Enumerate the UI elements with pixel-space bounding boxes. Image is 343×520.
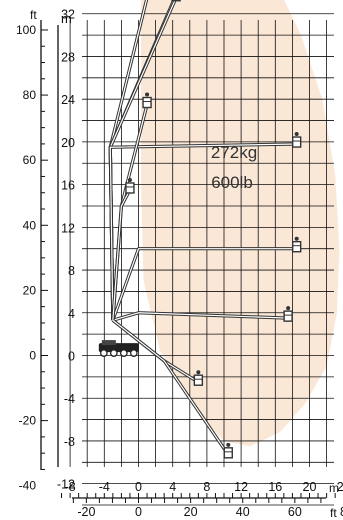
operator-icon bbox=[294, 132, 299, 137]
basket-icon bbox=[291, 136, 302, 148]
basket-icon bbox=[291, 240, 302, 253]
wheel-icon bbox=[109, 349, 118, 357]
working-envelope-layer bbox=[141, 0, 340, 447]
left-outer-unit-label: ft bbox=[30, 8, 37, 22]
operator-icon bbox=[145, 92, 150, 97]
x-tick-label-ft: 20 bbox=[184, 505, 198, 519]
x-tick-label-m: 12 bbox=[234, 480, 248, 494]
y-tick-label-m: 32 bbox=[61, 8, 75, 22]
y-tick-label-m: 24 bbox=[61, 93, 75, 107]
wheel-icon bbox=[129, 349, 138, 357]
x-tick-label-ft: -20 bbox=[77, 505, 95, 519]
operator-icon bbox=[294, 236, 299, 241]
x-tick-label-ft: 60 bbox=[288, 505, 302, 519]
boom-arm-highlight bbox=[109, 143, 297, 321]
basket-icon bbox=[125, 182, 135, 194]
y-tick-label-m: -12 bbox=[57, 478, 75, 492]
grid-layer bbox=[69, 13, 334, 506]
basket-icon bbox=[171, 0, 181, 2]
x-tick-label-m: 16 bbox=[268, 480, 282, 494]
boom-layer bbox=[98, 0, 302, 459]
load-capacity-lb: 600lb bbox=[211, 173, 253, 192]
boom-arm-highlight bbox=[112, 189, 131, 321]
y-tick-label-m: 4 bbox=[68, 307, 75, 321]
wheel-icon bbox=[119, 349, 128, 357]
x-tick-label-ft: 80 bbox=[340, 505, 343, 519]
x-tick-label-m: 0 bbox=[135, 480, 142, 494]
y-tick-label-ft: -20 bbox=[19, 414, 37, 428]
y-tick-label-ft: 100 bbox=[16, 23, 36, 37]
axis-layer: 140120100806040200-20-404440363228242016… bbox=[16, 8, 343, 519]
x-tick-label-ft: 40 bbox=[236, 505, 250, 519]
boom-position-4 bbox=[108, 132, 302, 321]
basket-icon bbox=[223, 447, 233, 459]
working-envelope-area bbox=[141, 0, 340, 447]
x-tick-label-m: 24 bbox=[337, 480, 343, 494]
y-tick-label-m: -4 bbox=[64, 392, 75, 406]
x-tick-label-ft: 0 bbox=[135, 505, 142, 519]
boom-arm-highlight bbox=[112, 312, 289, 321]
y-tick-label-ft: -40 bbox=[19, 479, 37, 493]
x-tick-label-m: 8 bbox=[203, 480, 210, 494]
boom-position-5 bbox=[111, 236, 302, 321]
x-tick-label-m: 4 bbox=[169, 480, 176, 494]
operator-icon bbox=[127, 177, 132, 182]
y-tick-label-m: 20 bbox=[61, 136, 75, 150]
x-tick-label-m: -8 bbox=[65, 480, 76, 494]
basket-icon bbox=[142, 96, 152, 109]
boom-position-8 bbox=[111, 177, 135, 321]
y-tick-label-m: 0 bbox=[68, 350, 75, 364]
operator-icon bbox=[286, 306, 291, 311]
basket-icon bbox=[283, 310, 293, 322]
y-tick-label-ft: 80 bbox=[23, 88, 37, 102]
boom-arm-highlight bbox=[112, 248, 297, 321]
load-capacity-kg: 272kg bbox=[211, 143, 257, 162]
y-tick-label-ft: 0 bbox=[29, 349, 36, 363]
x-tick-label-m: -4 bbox=[99, 480, 110, 494]
boom-arm-highlight bbox=[112, 319, 229, 456]
y-tick-label-ft: 20 bbox=[23, 283, 37, 297]
basket-icon bbox=[193, 374, 204, 386]
y-tick-label-m: 16 bbox=[61, 179, 75, 193]
wheel-icon bbox=[99, 349, 108, 357]
y-tick-label-m: 12 bbox=[61, 221, 75, 235]
turret-icon bbox=[101, 340, 116, 346]
operator-icon bbox=[196, 370, 201, 375]
y-tick-label-m: 28 bbox=[61, 50, 75, 64]
left-inner-unit-label: m bbox=[61, 11, 72, 26]
boom-position-10 bbox=[111, 319, 233, 459]
chassis-body bbox=[98, 343, 139, 353]
x-tick-label-m: 20 bbox=[303, 480, 317, 494]
bottom-inner-unit-label: m bbox=[329, 481, 339, 495]
y-tick-label-ft: 60 bbox=[23, 153, 37, 167]
bottom-outer-unit-label: ft bbox=[330, 506, 337, 520]
y-tick-label-m: 8 bbox=[68, 264, 75, 278]
y-tick-label-m: -8 bbox=[64, 435, 75, 449]
boom-position-6 bbox=[112, 306, 293, 322]
operator-icon bbox=[226, 442, 231, 447]
y-tick-label-ft: 40 bbox=[23, 218, 37, 232]
